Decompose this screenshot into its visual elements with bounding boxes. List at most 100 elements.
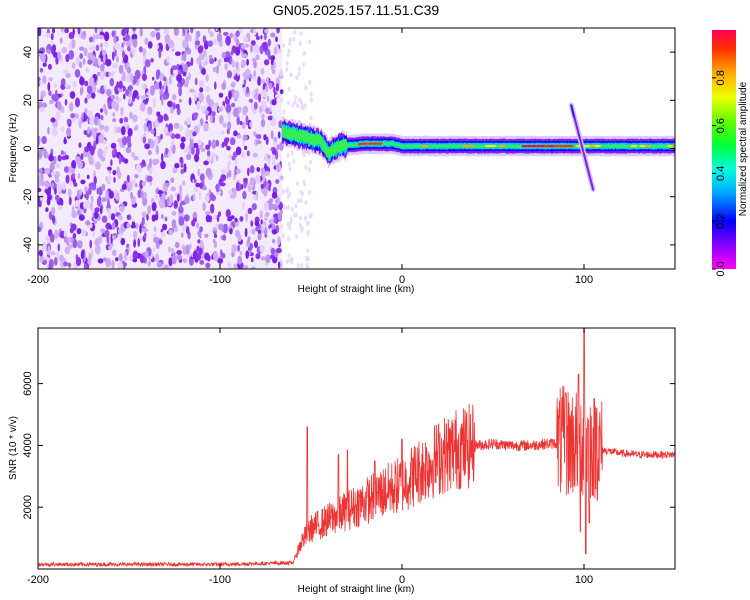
noise-speck <box>93 132 97 140</box>
noise-speck <box>239 216 243 222</box>
noise-speck <box>94 212 99 219</box>
noise-speck <box>254 240 258 248</box>
noise-speck <box>106 89 112 96</box>
noise-speck <box>65 155 69 160</box>
noise-speck <box>100 43 103 48</box>
noise-speck <box>204 253 209 261</box>
noise-speck <box>242 191 246 200</box>
noise-speck <box>201 61 206 67</box>
noise-speck <box>183 64 188 73</box>
noise-speck <box>84 130 87 135</box>
noise-speck <box>285 67 288 72</box>
noise-speck <box>133 239 136 248</box>
noise-speck <box>224 137 228 147</box>
noise-speck <box>114 207 117 214</box>
noise-speck <box>236 39 239 48</box>
noise-speck <box>222 105 224 110</box>
noise-speck <box>290 73 293 78</box>
noise-speck <box>87 175 90 179</box>
noise-speck <box>210 204 214 214</box>
noise-speck <box>206 168 212 177</box>
signal-hotspot <box>644 145 651 147</box>
noise-speck <box>123 94 126 100</box>
noise-speck <box>69 102 74 111</box>
noise-speck <box>73 81 77 88</box>
noise-speck <box>198 46 203 54</box>
snr-xtick-label: -200 <box>27 574 49 586</box>
noise-speck <box>253 70 256 77</box>
noise-speck <box>243 178 248 182</box>
noise-speck <box>247 168 250 176</box>
noise-speck <box>165 148 169 155</box>
noise-speck <box>204 234 208 238</box>
noise-speck <box>161 214 164 219</box>
noise-speck <box>286 259 289 264</box>
noise-speck <box>240 251 243 256</box>
noise-speck <box>261 119 265 128</box>
noise-speck <box>86 191 89 201</box>
noise-speck <box>305 256 308 261</box>
noise-speck <box>161 153 163 162</box>
noise-speck <box>247 150 250 156</box>
noise-speck <box>75 69 81 78</box>
noise-speck <box>142 228 148 232</box>
noise-speck <box>111 100 116 108</box>
noise-speck <box>276 83 279 92</box>
noise-speck <box>54 188 57 195</box>
noise-speck <box>304 165 307 170</box>
noise-speck <box>180 202 183 211</box>
noise-speck <box>207 150 210 156</box>
noise-speck <box>260 245 265 254</box>
noise-speck <box>178 216 184 226</box>
noise-speck <box>263 42 268 52</box>
noise-speck <box>304 200 307 205</box>
noise-speck <box>292 103 295 108</box>
noise-speck <box>291 207 294 212</box>
noise-speck <box>112 250 117 256</box>
noise-speck <box>276 163 281 172</box>
noise-speck <box>71 237 74 243</box>
noise-speck <box>87 60 92 65</box>
noise-speck <box>148 123 152 131</box>
snr-xlabel: Height of straight line (km) <box>298 584 415 595</box>
noise-speck <box>116 96 119 101</box>
noise-speck <box>199 80 205 87</box>
noise-speck <box>188 72 190 80</box>
noise-speck <box>310 213 313 218</box>
colorbar-tick-label: 0.0 <box>715 261 727 276</box>
noise-speck <box>261 184 265 189</box>
noise-speck <box>243 106 248 114</box>
noise-speck <box>143 137 146 144</box>
noise-speck <box>169 194 173 203</box>
noise-speck <box>185 129 190 139</box>
noise-speck <box>53 94 59 102</box>
noise-speck <box>50 251 55 255</box>
noise-speck <box>274 47 277 55</box>
noise-speck <box>68 43 71 51</box>
noise-speck <box>195 78 198 86</box>
noise-speck <box>65 99 68 106</box>
spectrogram-xtick-label: -100 <box>209 274 231 286</box>
noise-speck <box>253 28 257 36</box>
noise-speck <box>40 107 46 112</box>
noise-speck <box>171 248 174 254</box>
noise-speck <box>299 216 302 221</box>
noise-speck <box>79 47 84 51</box>
noise-speck <box>278 131 281 138</box>
noise-speck <box>199 190 201 199</box>
noise-speck <box>52 215 55 224</box>
noise-speck <box>244 146 247 150</box>
noise-speck <box>251 257 254 262</box>
noise-speck <box>62 182 66 191</box>
noise-speck <box>127 46 131 52</box>
noise-speck <box>225 63 228 70</box>
noise-speck <box>242 202 245 209</box>
noise-speck <box>133 231 137 240</box>
noise-speck <box>82 31 86 37</box>
noise-speck <box>130 73 134 82</box>
noise-speck <box>195 183 200 188</box>
noise-speck <box>168 126 171 132</box>
noise-speck <box>184 163 187 173</box>
noise-speck <box>241 53 247 58</box>
noise-speck <box>157 262 163 267</box>
